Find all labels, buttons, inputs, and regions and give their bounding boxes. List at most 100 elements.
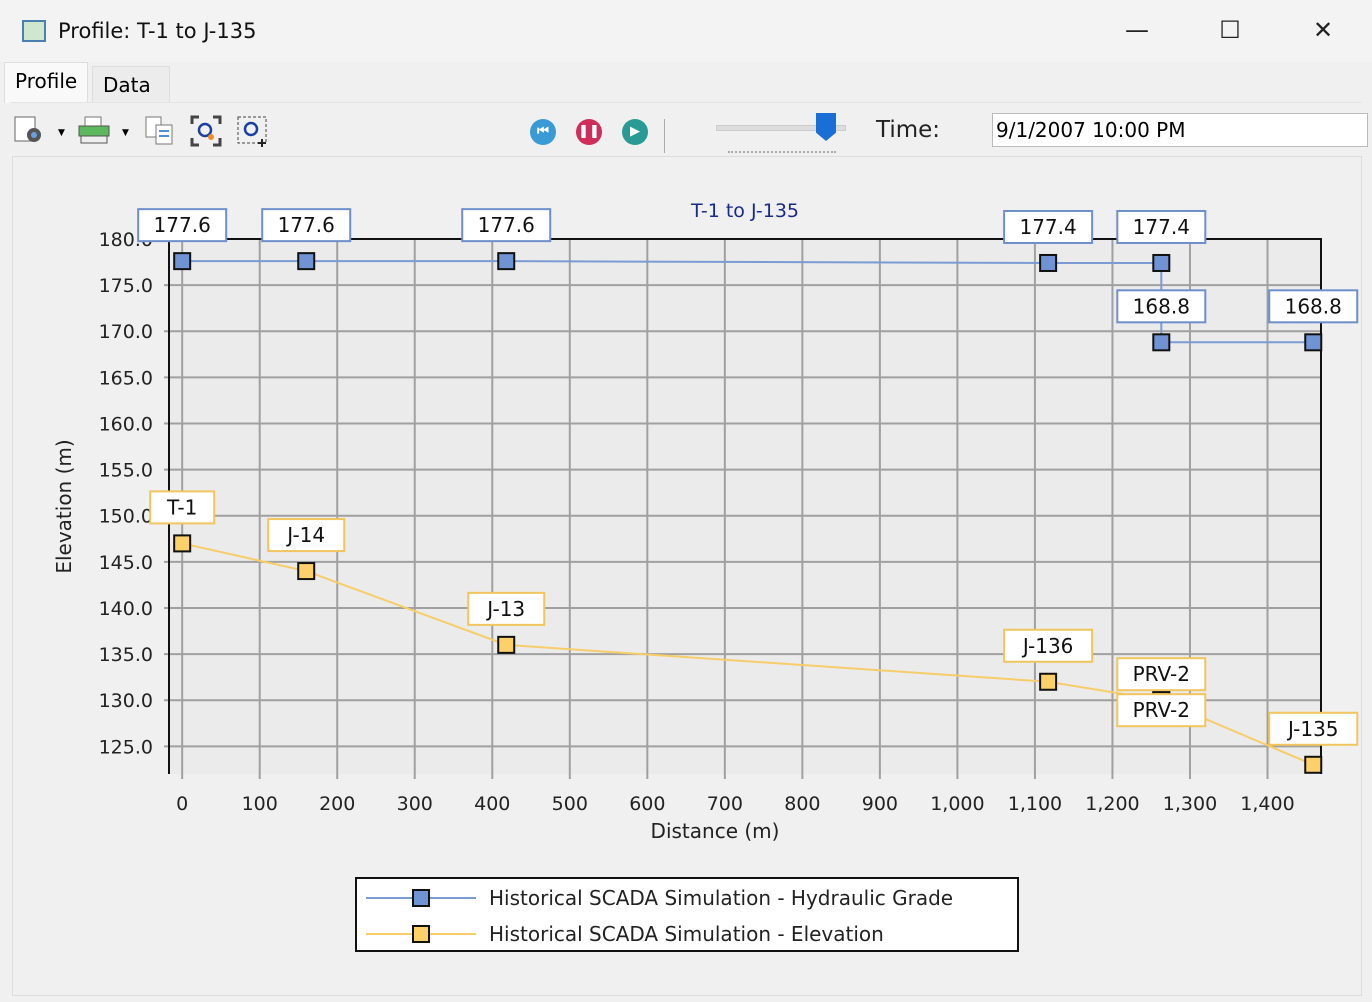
data-label: J-14 [285, 523, 325, 547]
title-bar: Profile: T-1 to J-135 — ☐ ✕ [0, 0, 1372, 62]
tab-data[interactable]: Data [92, 66, 170, 103]
x-tick-label: 600 [629, 793, 665, 815]
rewind-icon[interactable]: ⏮ [530, 119, 556, 145]
y-axis-label: Elevation (m) [52, 439, 76, 573]
data-label-box [267, 518, 346, 553]
data-label-box [1116, 289, 1207, 324]
play-icon[interactable]: ▶ [622, 119, 648, 145]
x-tick-label: 1,300 [1163, 793, 1217, 815]
copy-icon[interactable] [144, 115, 174, 145]
x-tick-label: 400 [474, 793, 510, 815]
data-point-marker [497, 635, 516, 654]
data-label: PRV-2 [1133, 698, 1190, 722]
y-tick-label: 150.0 [99, 506, 153, 528]
chevron-down-icon[interactable]: ▼ [122, 128, 129, 138]
y-tick-label: 145.0 [99, 552, 153, 574]
data-label: J-13 [485, 597, 525, 621]
y-tick-label: 135.0 [99, 644, 153, 666]
y-tick-label: 125.0 [99, 736, 153, 758]
data-point-marker [1039, 253, 1058, 272]
toolbar-separator [664, 119, 665, 153]
tab-profile[interactable]: Profile [4, 62, 89, 103]
legend-marker [412, 889, 430, 907]
close-button[interactable]: ✕ [1312, 16, 1334, 44]
data-label-box [1003, 628, 1094, 663]
data-label: 177.4 [1133, 215, 1190, 239]
zoom-extents-icon[interactable] [190, 115, 222, 147]
legend-entry: Historical SCADA Simulation - Elevation [489, 922, 884, 946]
y-tick-label: 175.0 [99, 275, 153, 297]
minimize-button[interactable]: — [1125, 16, 1149, 44]
data-label-box [1116, 209, 1207, 244]
x-tick-label: 0 [176, 793, 188, 815]
data-point-marker [297, 252, 316, 271]
print-icon[interactable] [78, 115, 110, 145]
y-tick-label: 160.0 [99, 413, 153, 435]
data-label-box [1268, 711, 1359, 746]
x-tick-label: 500 [552, 793, 588, 815]
data-label-box [137, 208, 228, 243]
x-tick-label: 1,000 [930, 793, 984, 815]
x-tick-label: 800 [784, 793, 820, 815]
y-tick-label: 140.0 [99, 598, 153, 620]
maximize-button[interactable]: ☐ [1219, 16, 1241, 44]
data-point-marker [1152, 333, 1171, 352]
pause-icon[interactable]: ❚❚ [576, 119, 602, 145]
chart-settings-icon[interactable] [14, 115, 44, 145]
data-label-box [467, 591, 546, 626]
app-icon [22, 20, 46, 42]
data-point-marker [173, 534, 192, 553]
data-label-box [1116, 693, 1207, 728]
time-input[interactable] [992, 113, 1368, 147]
window-title: Profile: T-1 to J-135 [58, 19, 257, 43]
data-label: PRV-2 [1133, 662, 1190, 686]
data-label: J-136 [1021, 634, 1074, 658]
chevron-down-icon[interactable]: ▼ [58, 128, 65, 138]
chart-panel: 0 100 200 300 400 500 600 700 800 900 1,000 1,100 1,… [12, 156, 1362, 996]
x-tick-label: 900 [862, 793, 898, 815]
x-tick-label: 1,200 [1085, 793, 1139, 815]
data-point-marker [297, 562, 316, 581]
x-tick-label: 100 [242, 793, 278, 815]
data-point-marker [1152, 253, 1171, 272]
legend [355, 877, 1019, 952]
slider-thumb[interactable] [816, 113, 836, 141]
x-axis-label: Distance (m) [651, 819, 780, 843]
data-label: 177.6 [278, 213, 335, 237]
data-label: 168.8 [1285, 294, 1342, 318]
data-label-box [1003, 209, 1094, 244]
data-label-box [1268, 289, 1359, 324]
x-tick-label: 700 [707, 793, 743, 815]
legend-marker [412, 925, 430, 943]
time-label: Time: [876, 117, 941, 143]
data-point-marker [1304, 333, 1323, 352]
data-label: 177.6 [154, 213, 211, 237]
data-label: J-135 [1286, 717, 1339, 741]
data-label: 168.8 [1133, 294, 1190, 318]
data-label-box [1116, 657, 1207, 692]
data-label-box [461, 208, 552, 243]
y-tick-label: 155.0 [99, 460, 153, 482]
data-point-marker [173, 252, 192, 271]
legend-entry: Historical SCADA Simulation - Hydraulic … [489, 886, 953, 910]
x-tick-label: 200 [319, 793, 355, 815]
x-tick-label: 300 [397, 793, 433, 815]
x-tick-label: 1,400 [1240, 793, 1294, 815]
data-point-marker [1304, 755, 1323, 774]
x-tick-label: 1,100 [1008, 793, 1062, 815]
toolbar: ▼ ▼ ⏮ ❚❚ ▶ Time: [10, 102, 1368, 155]
profile-chart: 0 100 200 300 400 500 600 700 800 900 1,000 1,100 1,… [52, 200, 1359, 952]
data-label-box [149, 490, 216, 525]
time-slider[interactable] [716, 113, 846, 153]
chart-title: T-1 to J-135 [690, 200, 799, 222]
data-label-box [261, 208, 352, 243]
zoom-window-icon[interactable] [236, 115, 267, 147]
y-tick-label: 165.0 [99, 367, 153, 389]
data-point-marker [1039, 672, 1058, 691]
data-label: 177.4 [1019, 215, 1076, 239]
data-point-marker [497, 252, 516, 271]
y-tick-label: 170.0 [99, 321, 153, 343]
tab-strip: Profile Data [0, 62, 1372, 103]
y-tick-label: 130.0 [99, 690, 153, 712]
data-label: 177.6 [478, 213, 535, 237]
